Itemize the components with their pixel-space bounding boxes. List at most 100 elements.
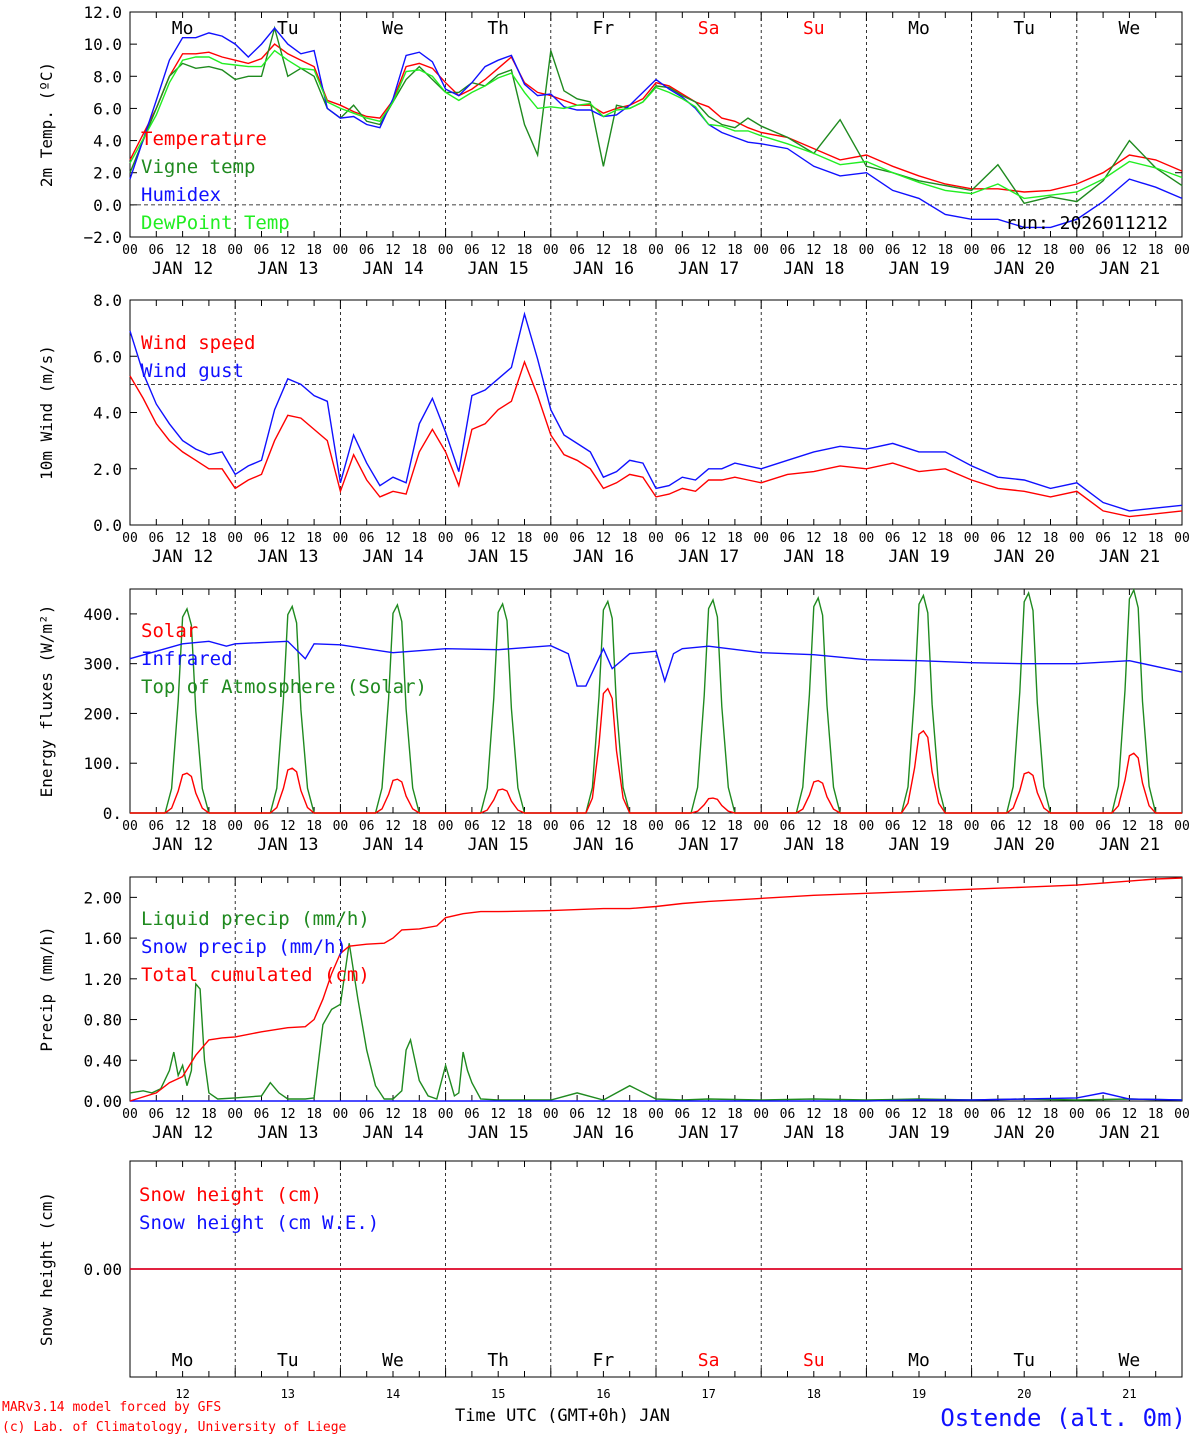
weekday-label: We: [1119, 18, 1141, 39]
legend-total-cumulated-cm-: Total cumulated (cm): [141, 964, 370, 986]
date-label: JAN 13: [257, 547, 318, 567]
weekday-label: We: [382, 18, 404, 39]
hour-tick-label: 18: [832, 1107, 848, 1122]
day-number-label: 17: [701, 1387, 715, 1401]
hour-tick-label: 06: [990, 531, 1006, 546]
hour-tick-label: 18: [832, 819, 848, 834]
hour-tick-label: 18: [1043, 819, 1059, 834]
hour-tick-label: 18: [306, 1107, 322, 1122]
hour-tick-label: 00: [753, 531, 769, 546]
hour-tick-label: 00: [227, 243, 243, 258]
hour-tick-label: 18: [1148, 243, 1164, 258]
hour-tick-label: 12: [280, 243, 296, 258]
date-label: JAN 17: [678, 547, 739, 567]
y-tick-label: 200.: [83, 704, 122, 723]
hour-tick-label: 00: [543, 1107, 559, 1122]
hour-tick-label: 12: [701, 243, 717, 258]
hour-tick-label: 12: [490, 531, 506, 546]
series-solar: [130, 687, 1182, 814]
legend-solar: Solar: [141, 620, 198, 642]
y-tick-label: 2.00: [83, 888, 122, 907]
hour-tick-label: 18: [411, 1107, 427, 1122]
y-tick-label: 400.: [83, 605, 122, 624]
hour-tick-label: 18: [832, 531, 848, 546]
hour-tick-label: 12: [280, 531, 296, 546]
y-tick-label: 0.40: [83, 1051, 122, 1070]
series-vigne-temp: [129, 25, 1183, 205]
day-number-label: 13: [281, 1387, 295, 1401]
day-number-label: 20: [1017, 1387, 1031, 1401]
hour-tick-label: 00: [1069, 1107, 1085, 1122]
date-label: JAN 16: [573, 547, 634, 567]
date-label: JAN 18: [783, 547, 844, 567]
hour-tick-label: 06: [359, 531, 375, 546]
date-label: JAN 18: [783, 259, 844, 279]
date-label: JAN 20: [993, 259, 1054, 279]
hour-tick-label: 18: [411, 243, 427, 258]
weekday-label: Tu: [1013, 18, 1035, 39]
y-tick-label: −2.0: [83, 228, 122, 247]
hour-tick-label: 06: [464, 1107, 480, 1122]
y-tick-label: 2.0: [93, 164, 122, 183]
date-label: JAN 12: [152, 547, 213, 567]
hour-tick-label: 18: [1043, 531, 1059, 546]
date-label: JAN 13: [257, 835, 318, 855]
y-tick-label: 4.0: [93, 404, 122, 423]
hour-tick-label: 06: [569, 819, 585, 834]
date-label: JAN 21: [1099, 547, 1160, 567]
hour-tick-label: 18: [937, 1107, 953, 1122]
series-top-of-atmosphere-solar-: [130, 587, 1182, 814]
hour-tick-label: 12: [490, 243, 506, 258]
hour-tick-label: 18: [1043, 1107, 1059, 1122]
hour-tick-label: 18: [517, 819, 533, 834]
hour-tick-label: 18: [517, 1107, 533, 1122]
hour-tick-label: 12: [175, 1107, 191, 1122]
day-number-label: 15: [491, 1387, 505, 1401]
weekday-label: Mo: [172, 18, 194, 39]
lab-credit: (c) Lab. of Climatology, University of L…: [2, 1420, 347, 1435]
hour-tick-label: 18: [622, 819, 638, 834]
hour-tick-label: 18: [201, 1107, 217, 1122]
y-tick-label: 4.0: [93, 132, 122, 151]
date-label: JAN 16: [573, 259, 634, 279]
hour-tick-label: 00: [543, 243, 559, 258]
hour-tick-label: 00: [543, 531, 559, 546]
hour-tick-label: 06: [569, 1107, 585, 1122]
date-label: JAN 15: [467, 835, 528, 855]
hour-tick-label: 06: [674, 819, 690, 834]
weekday-label: Th: [487, 18, 509, 39]
hour-tick-label: 18: [937, 819, 953, 834]
hour-tick-label: 00: [1174, 531, 1190, 546]
hour-tick-label: 12: [596, 819, 612, 834]
hour-tick-label: 06: [464, 243, 480, 258]
hour-tick-label: 00: [859, 531, 875, 546]
hour-tick-label: 00: [1174, 819, 1190, 834]
date-label: JAN 21: [1099, 835, 1160, 855]
series-snow-precip-mm-h-: [130, 1092, 1183, 1102]
hour-tick-label: 12: [701, 819, 717, 834]
hour-tick-label: 06: [464, 819, 480, 834]
series-dewpoint-temp: [129, 49, 1183, 200]
hour-tick-label: 18: [411, 531, 427, 546]
legend-snow-height-cm-w-e-: Snow height (cm W.E.): [139, 1212, 379, 1234]
hour-tick-label: 12: [385, 1107, 401, 1122]
hour-tick-label: 06: [148, 1107, 164, 1122]
date-label: JAN 15: [467, 547, 528, 567]
hour-tick-label: 00: [1069, 243, 1085, 258]
legend-snow-height-cm-: Snow height (cm): [139, 1184, 322, 1206]
hour-tick-label: 00: [1069, 819, 1085, 834]
hour-tick-label: 18: [1148, 1107, 1164, 1122]
hour-tick-label: 00: [1174, 1107, 1190, 1122]
hour-tick-label: 06: [674, 531, 690, 546]
hour-tick-label: 06: [885, 243, 901, 258]
hour-tick-label: 12: [490, 819, 506, 834]
date-label: JAN 12: [152, 259, 213, 279]
hour-tick-label: 12: [911, 819, 927, 834]
hour-tick-label: 12: [1016, 819, 1032, 834]
hour-tick-label: 00: [122, 1107, 138, 1122]
hour-tick-label: 06: [254, 531, 270, 546]
weekday-label: Mo: [908, 1350, 930, 1371]
hour-tick-label: 00: [648, 1107, 664, 1122]
hour-tick-label: 06: [1095, 531, 1111, 546]
date-label: JAN 14: [362, 547, 423, 567]
